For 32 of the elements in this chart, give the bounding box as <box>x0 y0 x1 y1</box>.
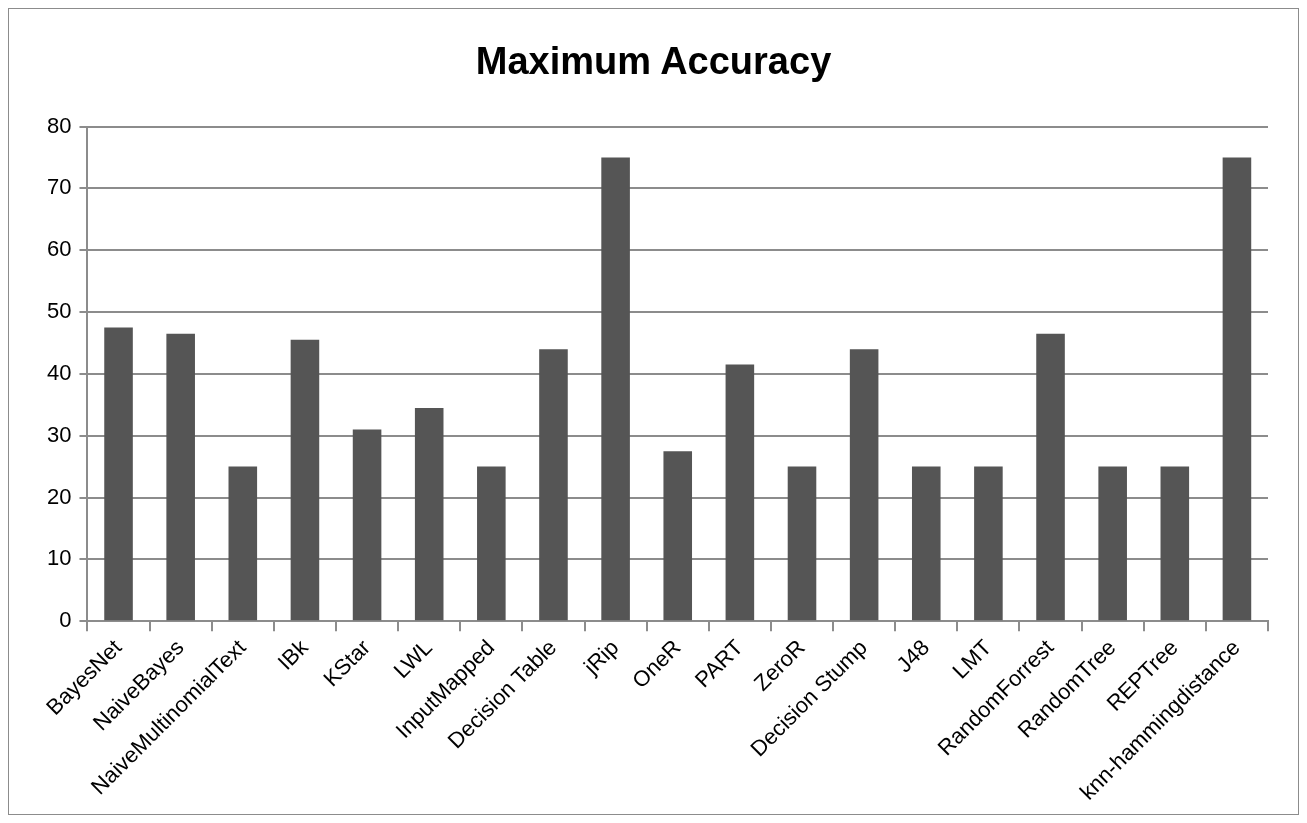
bar <box>414 407 444 621</box>
bar <box>663 451 693 621</box>
y-tick-label: 70 <box>46 174 72 200</box>
bar <box>725 364 755 621</box>
x-tick-label: IBk <box>272 633 314 675</box>
bar <box>477 466 506 621</box>
x-tick-label: J48 <box>891 634 935 678</box>
bar <box>1036 333 1065 621</box>
chart-title: Maximum Accuracy <box>475 40 832 83</box>
bar <box>166 333 195 621</box>
bar <box>1098 466 1127 621</box>
y-tick-label: 0 <box>59 607 72 633</box>
y-tick-label: 40 <box>46 359 72 385</box>
y-tick-label: 60 <box>46 236 72 262</box>
y-tick-label: 20 <box>46 483 72 509</box>
y-tick-label: 80 <box>46 112 72 138</box>
bar <box>104 327 133 621</box>
y-tick-label: 50 <box>46 298 72 324</box>
x-tick-label: jRip <box>578 634 624 680</box>
bar <box>974 466 1003 621</box>
bar <box>1222 157 1252 621</box>
bar <box>601 157 630 621</box>
bar <box>228 466 258 621</box>
bar <box>1160 466 1190 621</box>
bar <box>849 349 879 621</box>
bar <box>290 339 320 621</box>
bar <box>787 466 817 621</box>
y-tick-label: 10 <box>46 545 72 571</box>
bar <box>352 429 382 621</box>
y-tick-label: 30 <box>46 421 72 447</box>
bar <box>911 466 941 621</box>
bar <box>539 349 568 621</box>
